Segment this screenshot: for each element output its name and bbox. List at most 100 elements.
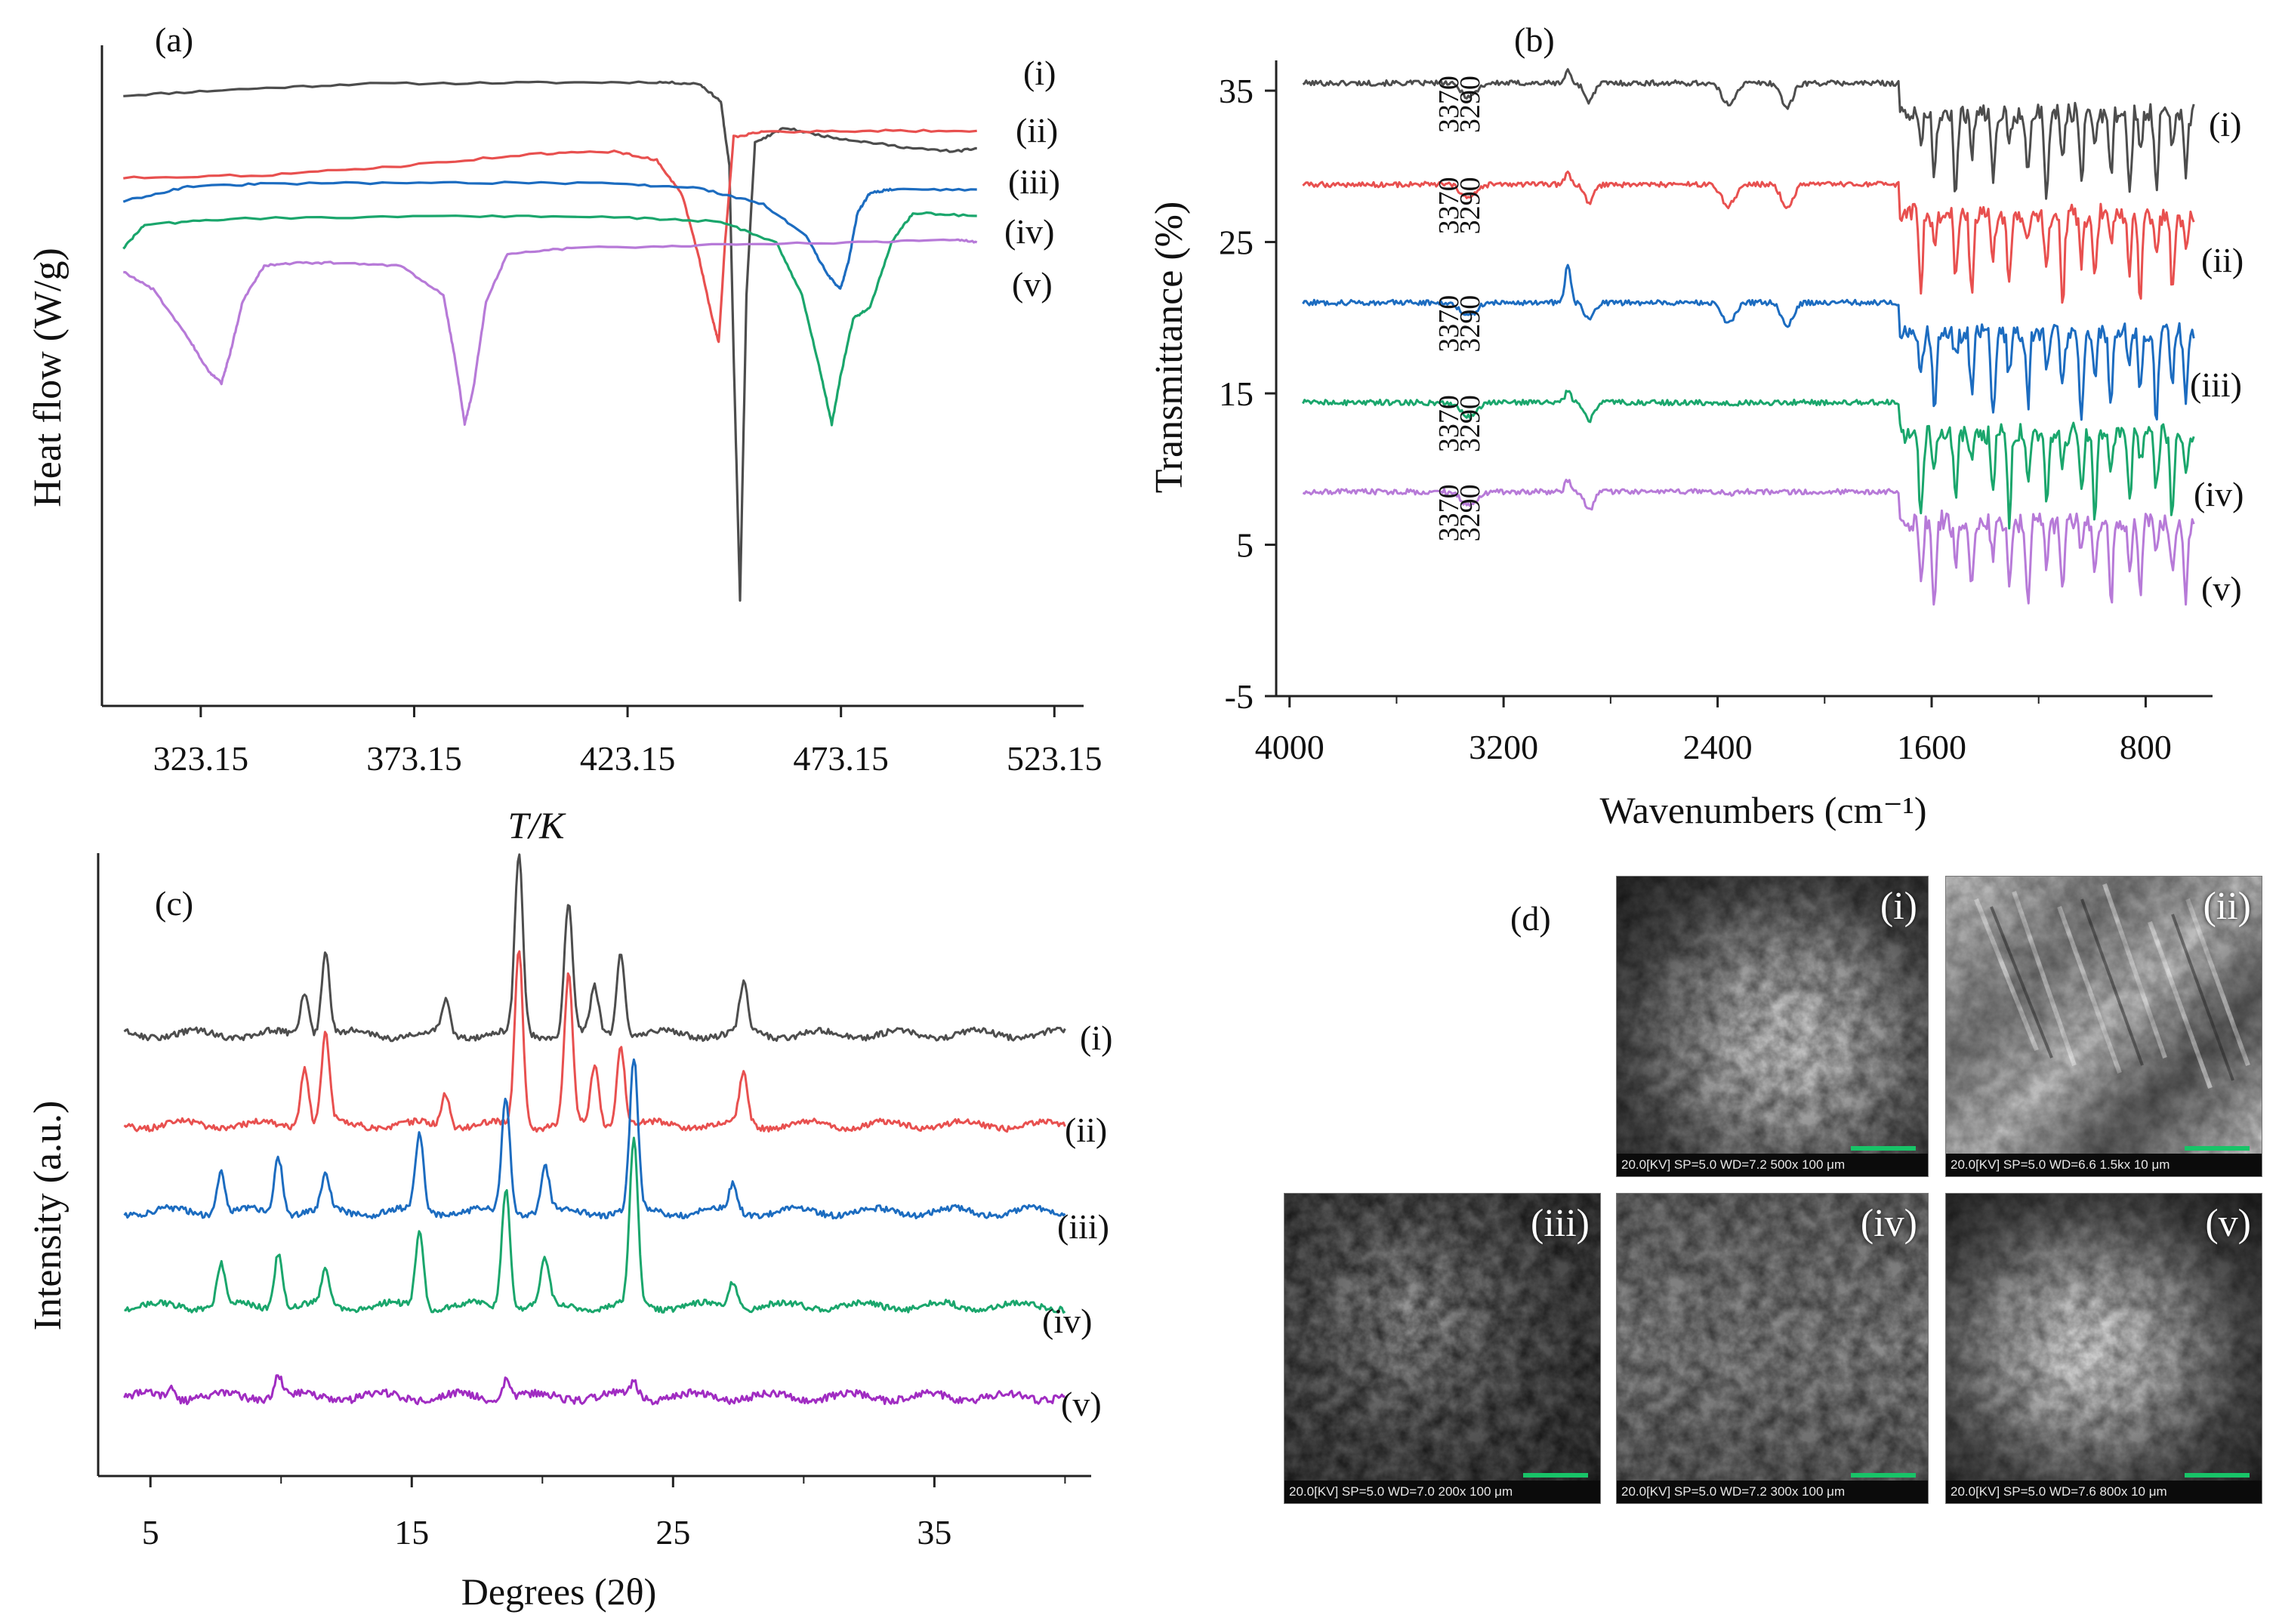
panel-b-peak-label-3290: 3290 [1454,295,1486,353]
panel-b-label-ii: (ii) [2201,241,2244,279]
sem-texture-v [1946,1194,2262,1503]
sem-image-iii: (iii) 20.0[KV] SP=5.0 WD=7.0 200x 100 μm [1284,1193,1601,1504]
sem-footer-iv: 20.0[KV] SP=5.0 WD=7.2 300x 100 μm [1617,1481,1928,1503]
panel-b-x-label: Wavenumbers (cm⁻¹) [1599,789,1926,831]
panel-a-x-tick-label: 523.15 [1007,739,1102,778]
panel-c-series-ii [123,950,1066,1133]
panel-a-label-v: (v) [1012,265,1053,304]
sem-footer-v: 20.0[KV] SP=5.0 WD=7.6 800x 10 μm [1946,1481,2262,1503]
sem-label-iii: (iii) [1531,1202,1590,1245]
sem-image-i: (i) 20.0[KV] SP=5.0 WD=7.2 500x 100 μm [1616,876,1929,1177]
panel-b-peak-label-3370: 3370 [1433,295,1465,353]
sem-texture-iv [1617,1194,1928,1503]
panel-a-dsc: (a) 323.15 373.15 423.15 473.15 523.15 T/K H… [26,20,1102,846]
panel-b-peak-label-3370: 3370 [1433,177,1465,234]
sem-label-iv: (iv) [1860,1202,1917,1245]
panel-a-series-iv [122,211,977,427]
sem-scalebar-iv [1851,1473,1916,1478]
panel-c-series-iii [123,1058,1066,1220]
sem-scalebar-ii [2185,1146,2250,1151]
panel-b-series-ii [1302,170,2195,304]
panel-b-x-tick-label: 3200 [1469,728,1538,766]
panel-c-y-label: Intensity (a.u.) [26,1101,69,1331]
panel-a-x-tick-label: 373.15 [366,739,462,778]
panel-b-peak-label-3290: 3290 [1454,75,1486,133]
panel-a-label-iv: (iv) [1004,212,1054,251]
sem-image-v: (v) 20.0[KV] SP=5.0 WD=7.6 800x 10 μm [1945,1193,2262,1504]
panel-b-y-tick-label: 35 [1219,72,1254,110]
sem-image-iv: (iv) 20.0[KV] SP=5.0 WD=7.2 300x 100 μm [1616,1193,1929,1504]
panel-a-series-ii [123,128,977,344]
panel-b-label-iv: (iv) [2194,475,2244,513]
panel-c-x-tick-label: 5 [142,1513,159,1552]
panel-b-y-label: Transmittance (%) [1148,202,1191,494]
panel-b-series-v [1302,479,2195,606]
sem-scalebar-v [2185,1473,2250,1478]
panel-b-label-i: (i) [2209,105,2241,143]
panel-a-x-tick-label: 423.15 [580,739,676,778]
panel-b-series-i [1302,68,2195,200]
panel-c-x-tick-label: 35 [917,1513,951,1552]
panel-a-x-label: T/K [507,804,566,846]
panel-c-x-tick-label: 15 [394,1513,429,1552]
panel-b-series-iii [1302,263,2195,421]
sem-label-v: (v) [2205,1202,2251,1245]
sem-scalebar-i [1851,1146,1916,1151]
panel-a-x-ticks: 323.15 373.15 423.15 473.15 523.15 [153,706,1102,778]
panel-b-x-tick-label: 4000 [1255,728,1325,766]
panel-d-title: (d) [1510,899,1551,938]
panel-b-y-tick-label: 25 [1219,223,1254,262]
panel-b-x-tick-label: 2400 [1683,728,1753,766]
panel-a-label-i: (i) [1023,54,1056,92]
panel-c-series-labels: (i) (ii) (iii) (iv) (v) [1042,1018,1112,1423]
panel-c-label-ii: (ii) [1065,1111,1107,1149]
panel-b-y-tick-label: -5 [1225,677,1254,716]
panel-b-peak-label-3290: 3290 [1454,484,1486,541]
sem-image-ii: (ii) 20.0[KV] SP=5.0 WD=6.6 1.5kx 10 μm [1945,876,2262,1177]
panel-b-series-iv [1302,390,2195,530]
panel-c-series-iv [124,1136,1066,1314]
panel-b-ticks: 4000 3200 2400 1600 800 35 25 15 5 -5 [1219,72,2172,766]
panel-b-x-tick-label: 800 [2120,728,2172,766]
panel-b-y-tick-label: 15 [1219,374,1254,413]
panel-a-x-tick-label: 473.15 [793,739,889,778]
panel-c-label-i: (i) [1080,1018,1112,1057]
sem-footer-ii: 20.0[KV] SP=5.0 WD=6.6 1.5kx 10 μm [1946,1154,2262,1176]
panel-b-peak-label-3290: 3290 [1454,395,1486,452]
panel-a-series-i [123,80,977,602]
panel-a-series-labels: (i) (ii) (iii) (iv) (v) [1004,54,1060,304]
sem-label-ii: (ii) [2203,885,2251,928]
panel-b-peak-label-3370: 3370 [1433,395,1465,452]
sem-texture-ii [1946,877,2262,1176]
sem-footer-iii: 20.0[KV] SP=5.0 WD=7.0 200x 100 μm [1284,1481,1600,1503]
panel-c-x-ticks: 5 15 25 35 [142,1476,1066,1552]
panel-a-series-iii [122,180,977,290]
panel-c-x-tick-label: 25 [655,1513,690,1552]
panel-a-series-v [123,238,978,427]
panel-c-label-iii: (iii) [1057,1207,1109,1246]
sem-footer-i: 20.0[KV] SP=5.0 WD=7.2 500x 100 μm [1617,1154,1928,1176]
panel-c-x-label: Degrees (2θ) [461,1570,657,1613]
panel-a-x-tick-label: 323.15 [153,739,249,778]
panel-b-title: (b) [1514,20,1555,59]
panel-b-x-tick-label: 1600 [1897,728,1966,766]
panel-a-label-ii: (ii) [1016,111,1058,149]
panel-c-series [123,853,1066,1406]
panel-b-label-v: (v) [2201,569,2242,608]
panel-b-series [1302,68,2195,606]
sem-texture-i [1617,877,1928,1176]
panel-c-label-iv: (iv) [1042,1302,1092,1340]
panel-b-series-labels: (i) (ii) (iii) (iv) (v) [2190,105,2244,608]
panel-b-ftir: (b) 4000 3200 2400 1600 800 35 25 15 5 -5 Wavenum… [1148,20,2244,831]
panel-c-label-v: (v) [1061,1385,1102,1423]
panel-a-title: (a) [155,20,193,59]
panel-a-label-iii: (iii) [1008,162,1060,201]
sem-scalebar-iii [1523,1473,1588,1478]
sem-label-i: (i) [1880,885,1917,928]
sem-texture-iii [1284,1194,1600,1503]
panel-b-y-tick-label: 5 [1236,526,1254,565]
panel-b-peak-label-3290: 3290 [1454,177,1486,234]
panel-b-peak-label-3370: 3370 [1433,484,1465,541]
